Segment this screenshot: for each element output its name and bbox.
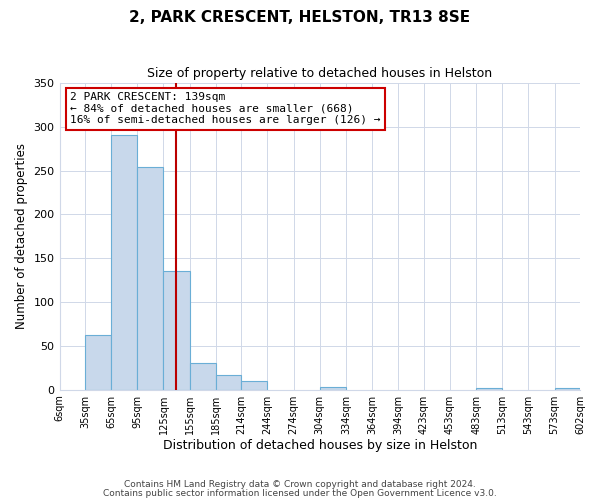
Bar (241, 381, 268, 390)
Y-axis label: Number of detached properties: Number of detached properties (15, 144, 28, 330)
Bar (137, 167, 163, 390)
Bar (163, 272, 190, 390)
Bar (216, 375, 241, 390)
Text: Contains public sector information licensed under the Open Government Licence v3: Contains public sector information licen… (103, 488, 497, 498)
Bar (476, 388, 502, 390)
Text: Contains HM Land Registry data © Crown copyright and database right 2024.: Contains HM Land Registry data © Crown c… (124, 480, 476, 489)
Bar (554, 388, 580, 390)
Text: 2, PARK CRESCENT, HELSTON, TR13 8SE: 2, PARK CRESCENT, HELSTON, TR13 8SE (130, 10, 470, 25)
Title: Size of property relative to detached houses in Helston: Size of property relative to detached ho… (147, 68, 493, 80)
Bar (85, 336, 111, 390)
Bar (190, 364, 216, 390)
Bar (111, 134, 137, 390)
Text: 2 PARK CRESCENT: 139sqm
← 84% of detached houses are smaller (668)
16% of semi-d: 2 PARK CRESCENT: 139sqm ← 84% of detache… (70, 92, 380, 126)
X-axis label: Distribution of detached houses by size in Helston: Distribution of detached houses by size … (163, 440, 477, 452)
Bar (320, 387, 346, 390)
